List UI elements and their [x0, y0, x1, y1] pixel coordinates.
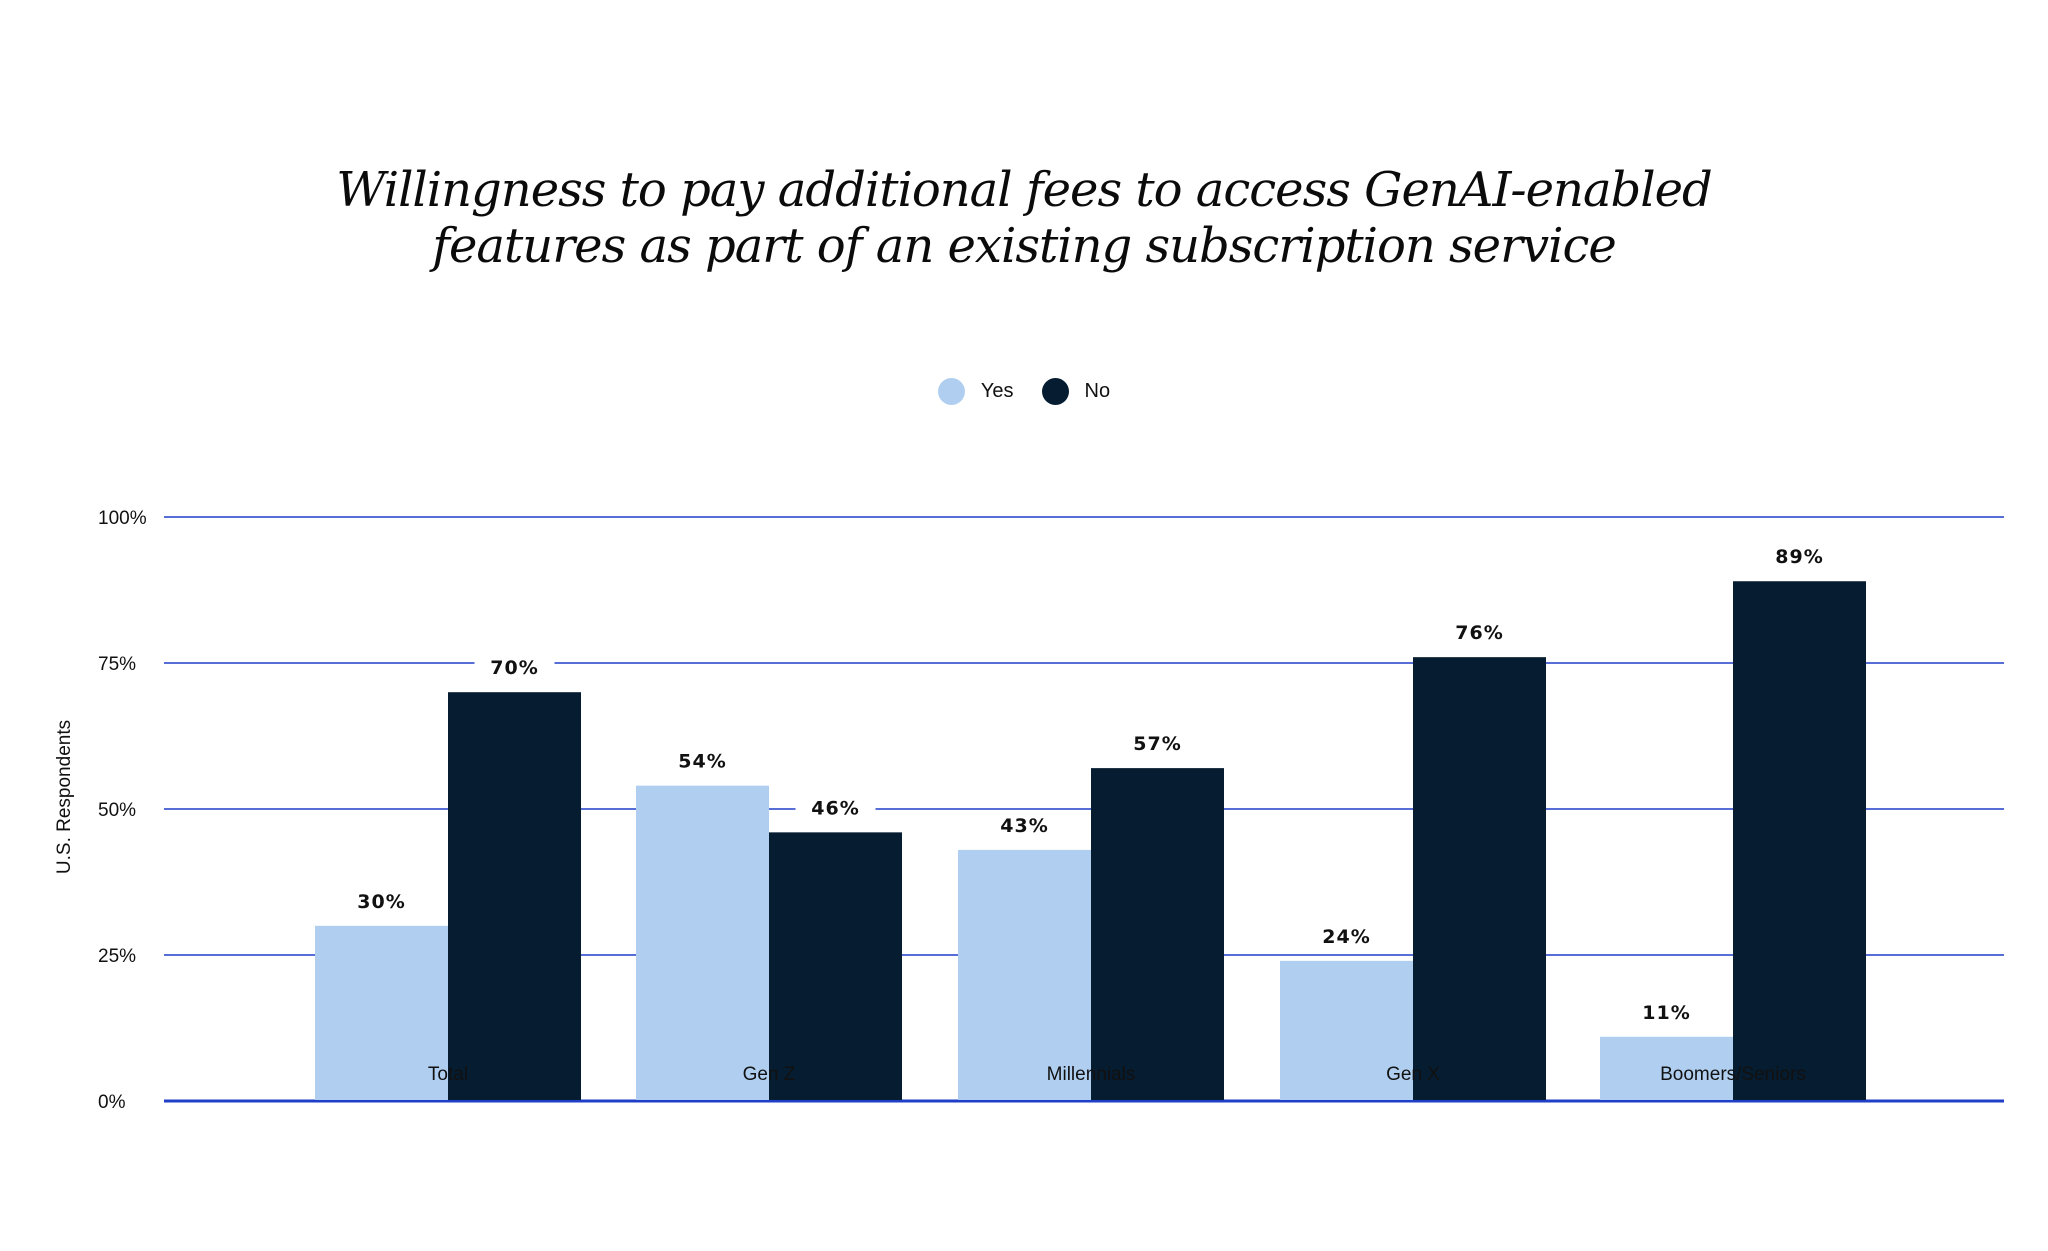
data-label-bg: [1439, 619, 1520, 646]
x-tick-label: Gen Z: [743, 1064, 796, 1085]
legend: Yes No: [0, 378, 2048, 405]
chart-title-line-2: features as part of an existing subscrip…: [432, 218, 1617, 274]
legend-swatch-yes: [937, 378, 965, 405]
y-tick-label: 75%: [98, 654, 136, 675]
bar-no: [769, 832, 902, 1100]
data-label-bg: [474, 654, 555, 681]
data-label-bg: [1626, 998, 1707, 1025]
bar-yes: [315, 925, 448, 1100]
data-label-bg: [1117, 730, 1198, 757]
bar-no: [448, 692, 581, 1100]
bar-yes: [1280, 960, 1413, 1100]
legend-label-yes: Yes: [980, 380, 1014, 402]
x-tick-label: Millennials: [1047, 1064, 1136, 1085]
data-label-bg: [1306, 922, 1387, 949]
bar-yes: [1600, 1036, 1733, 1100]
bar-no: [1091, 768, 1224, 1100]
y-tick-label: 0%: [98, 1092, 126, 1113]
bar-no: [1733, 581, 1866, 1100]
data-label: 76%: [1455, 622, 1503, 644]
y-tick-label: 25%: [98, 946, 136, 967]
data-label: 89%: [1775, 546, 1823, 568]
data-label-bg: [1759, 543, 1840, 570]
legend-label-no: No: [1084, 380, 1111, 402]
data-label-bg: [795, 794, 876, 821]
data-label-bg: [341, 887, 422, 914]
data-label: 70%: [490, 657, 538, 679]
chart-title-line-1: Willingness to pay additional fees to ac…: [336, 162, 1713, 218]
legend-swatch-no: [1041, 378, 1069, 405]
legend-item-yes: Yes: [937, 378, 1014, 405]
bar-yes: [958, 849, 1091, 1100]
data-label-bg: [662, 747, 743, 774]
chart-title: Willingness to pay additional fees to ac…: [0, 162, 2048, 274]
x-tick-label: Total: [428, 1064, 468, 1085]
data-label: 24%: [1322, 926, 1370, 948]
bar-yes: [636, 785, 769, 1100]
x-tick-label: Gen X: [1386, 1064, 1440, 1085]
y-axis-label: U.S. Respondents: [54, 720, 75, 874]
legend-item-no: No: [1041, 378, 1111, 405]
data-label-bg: [984, 811, 1065, 838]
data-label: 30%: [357, 891, 405, 913]
data-label: 57%: [1133, 733, 1181, 755]
data-label: 54%: [678, 751, 726, 773]
bar-no: [1413, 657, 1546, 1100]
data-label: 43%: [1000, 815, 1048, 837]
data-label: 46%: [811, 797, 859, 819]
data-label: 11%: [1642, 1002, 1690, 1024]
y-tick-label: 100%: [98, 508, 147, 529]
x-tick-label: Boomers/Seniors: [1660, 1064, 1806, 1085]
y-tick-label: 50%: [98, 800, 136, 821]
